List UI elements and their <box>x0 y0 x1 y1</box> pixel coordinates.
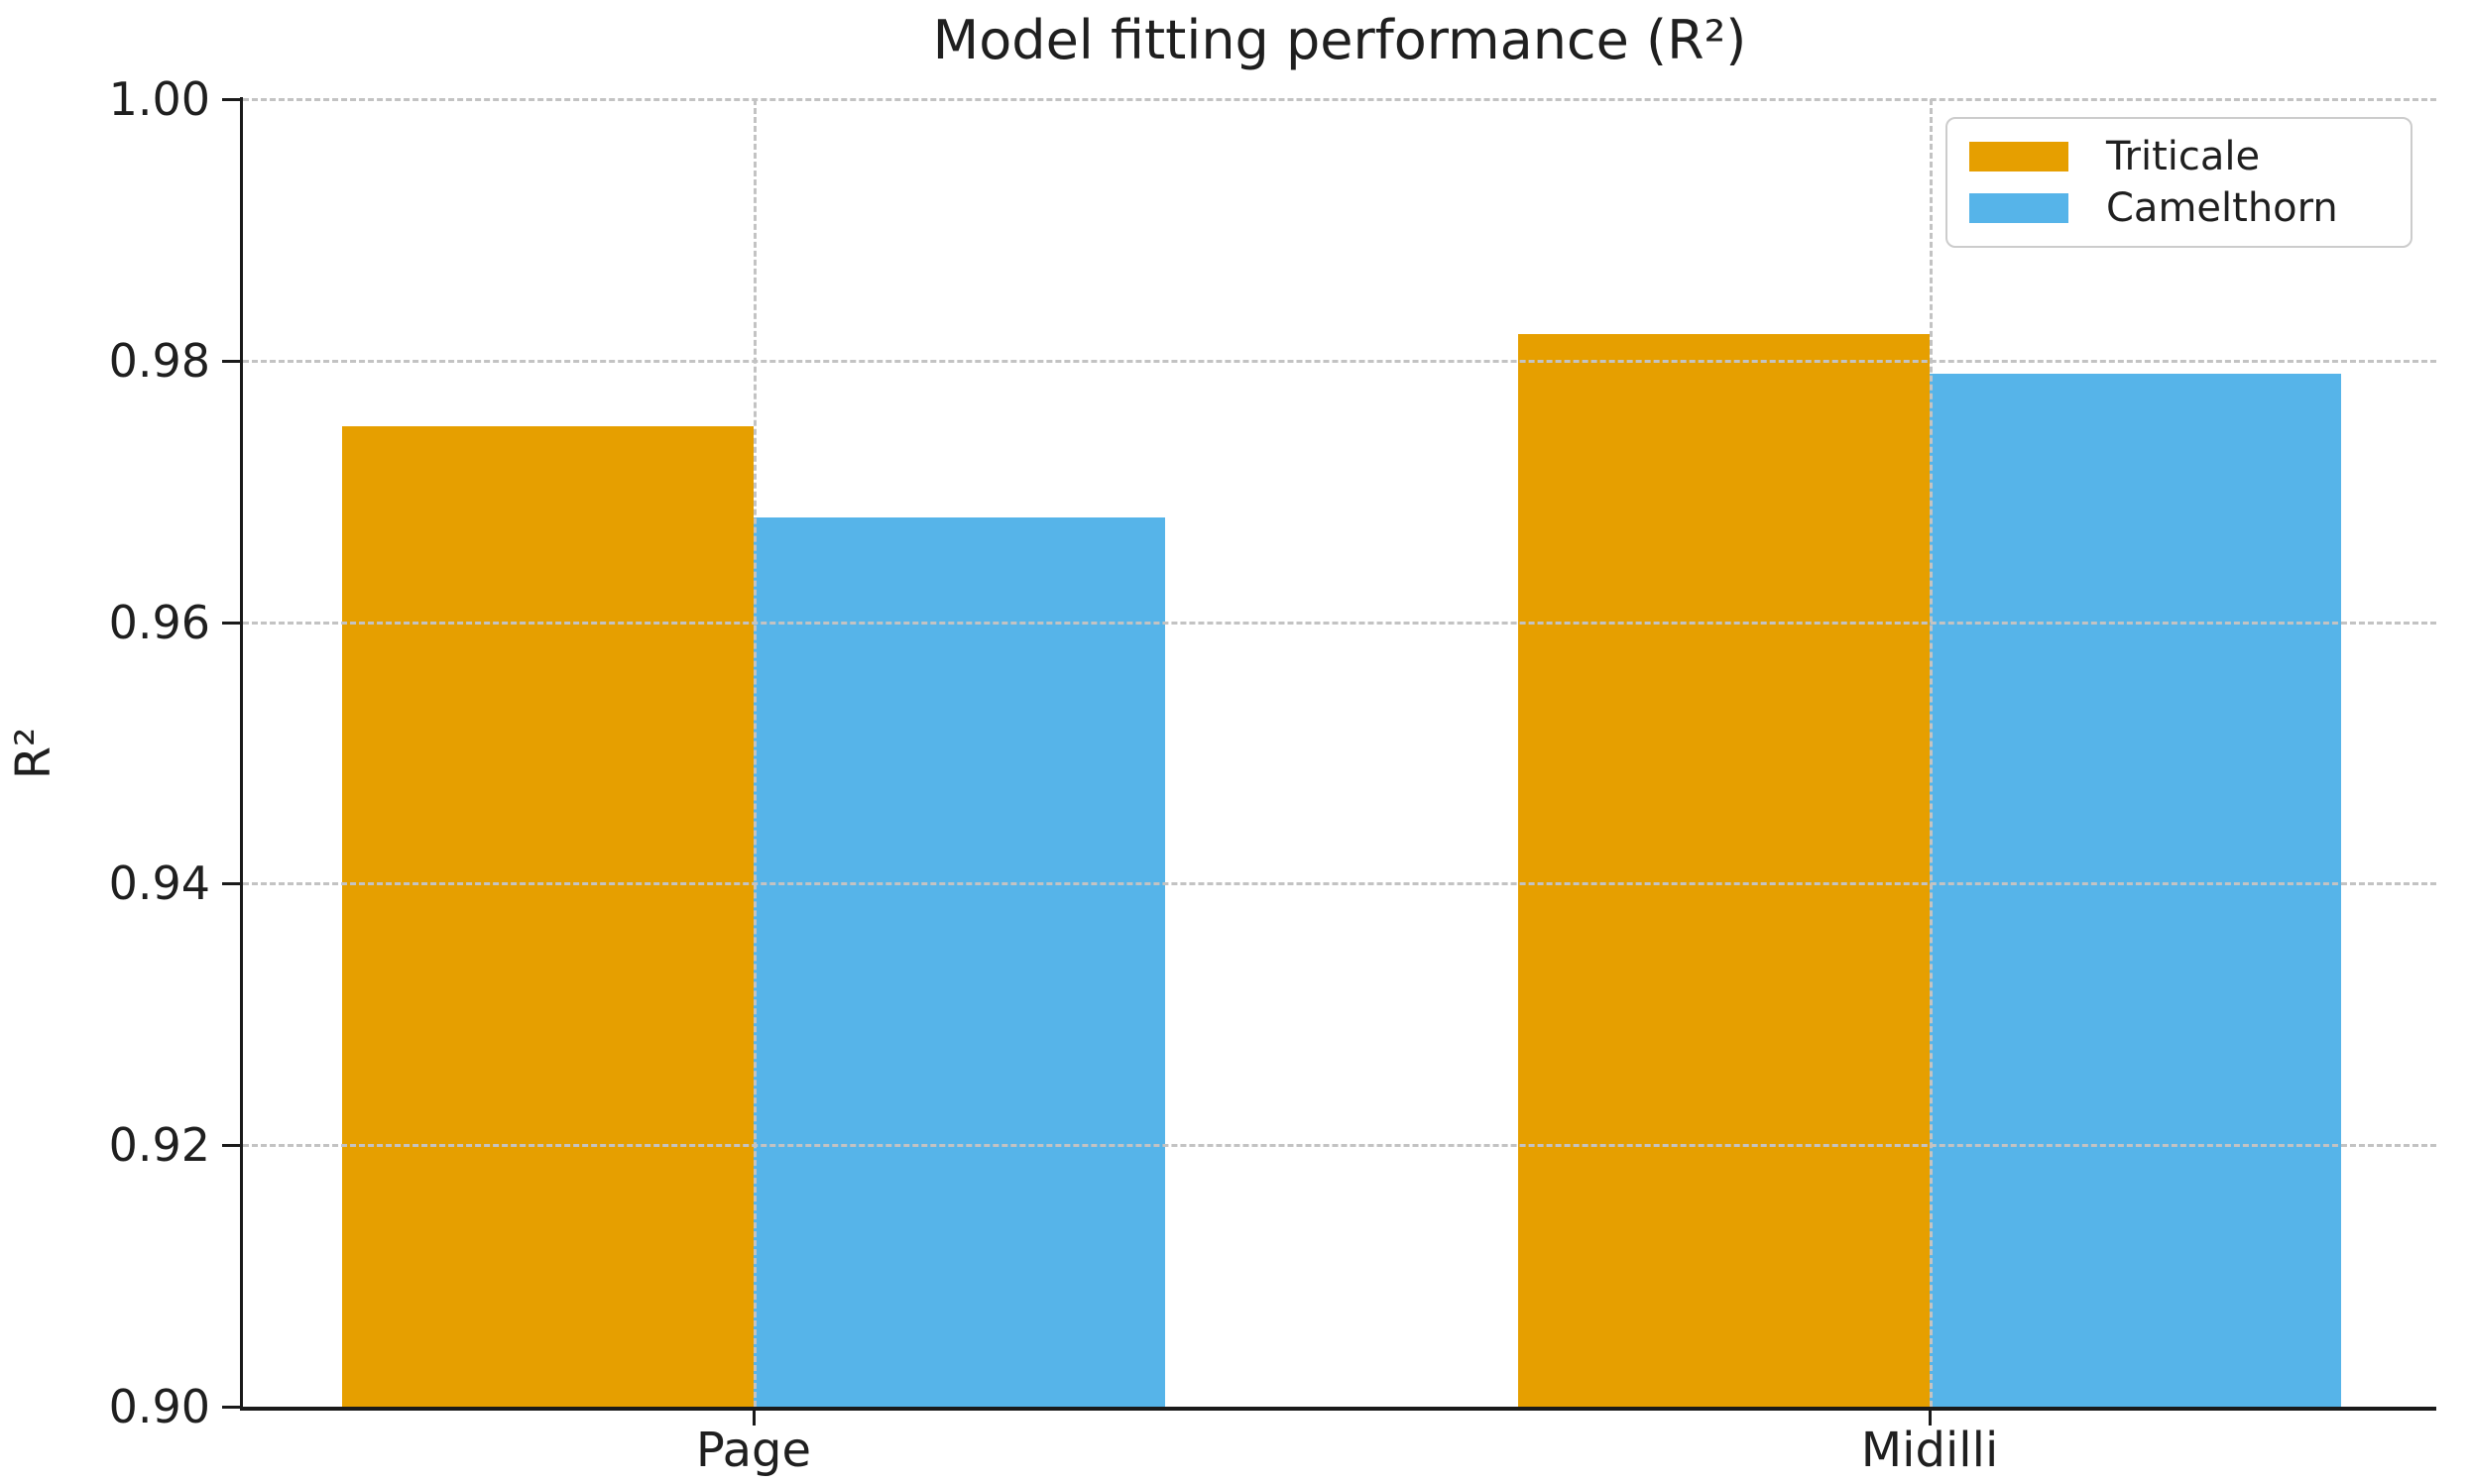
x-tick-midilli <box>1929 1411 1933 1426</box>
bar-page-triticale <box>341 425 754 1407</box>
y-axis-spine <box>240 97 243 1411</box>
y-tick-0.94 <box>222 882 240 886</box>
legend-swatch-camelthorn <box>1969 193 2068 223</box>
chart-title: Model fitting performance (R²) <box>932 9 1747 71</box>
y-tick-label-0.92: 0.92 <box>108 1118 210 1173</box>
x-tick-page <box>752 1411 756 1426</box>
y-tick-0.96 <box>222 621 240 625</box>
gridline-horizontal-0.92 <box>243 1144 2436 1148</box>
y-axis-label: R² <box>6 727 61 780</box>
y-tick-label-0.96: 0.96 <box>108 595 210 649</box>
legend-label-triticale: Triticale <box>2106 134 2261 179</box>
legend-label-camelthorn: Camelthorn <box>2106 185 2338 231</box>
plot-area <box>243 98 2436 1407</box>
gridline-vertical-page <box>753 99 757 1407</box>
legend-item-triticale: Triticale <box>1969 134 2411 179</box>
y-tick-label-0.98: 0.98 <box>108 333 210 388</box>
x-tick-label-page: Page <box>695 1423 812 1478</box>
gridline-horizontal-0.98 <box>243 359 2436 363</box>
legend-item-camelthorn: Camelthorn <box>1969 185 2411 231</box>
legend-swatch-triticale <box>1969 142 2068 171</box>
gridline-vertical-midilli <box>1930 99 1934 1407</box>
y-tick-0.92 <box>222 1144 240 1148</box>
y-tick-label-0.94: 0.94 <box>108 856 210 911</box>
bar-midilli-camelthorn <box>1930 374 2342 1407</box>
y-tick-1.00 <box>222 98 240 101</box>
gridline-horizontal-0.96 <box>243 621 2436 625</box>
x-axis-spine <box>240 1407 2436 1411</box>
bar-midilli-triticale <box>1518 334 1931 1407</box>
y-tick-0.90 <box>222 1406 240 1409</box>
x-tick-label-midilli: Midilli <box>1860 1423 1999 1478</box>
y-tick-0.98 <box>222 359 240 363</box>
gridline-horizontal-1.00 <box>243 98 2436 101</box>
y-tick-label-0.90: 0.90 <box>108 1380 210 1433</box>
bar-page-camelthorn <box>753 517 1165 1407</box>
gridline-horizontal-0.94 <box>243 882 2436 886</box>
legend: Triticale Camelthorn <box>1945 117 2412 248</box>
y-tick-label-1.00: 1.00 <box>108 72 210 126</box>
